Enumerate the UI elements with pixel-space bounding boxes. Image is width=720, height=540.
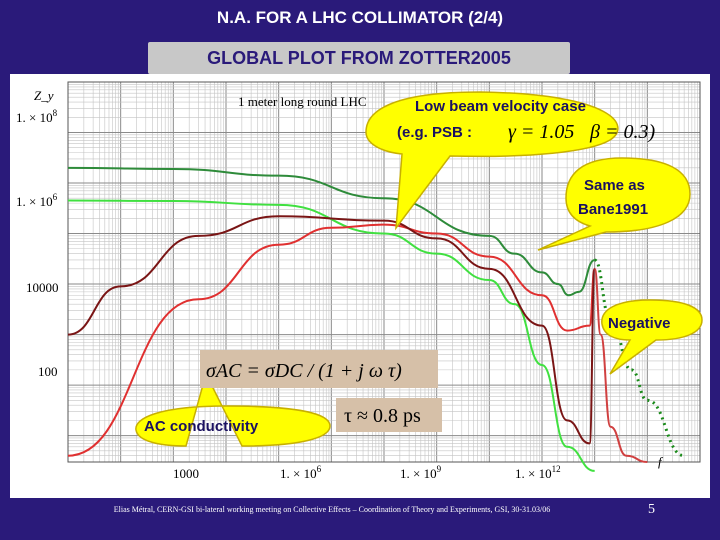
low-velocity-line2: (e.g. PSB : xyxy=(397,124,472,141)
y-axis-label: Z_y xyxy=(34,88,54,103)
series-line-5 xyxy=(593,267,648,463)
series-line-6 xyxy=(593,258,685,458)
y-tick-label-10000: 10000 xyxy=(26,280,59,295)
page-number: 5 xyxy=(648,502,655,517)
x-tick-label-1e9: 1. × 109 xyxy=(400,464,442,481)
beta-formula: β = 0.3) xyxy=(589,121,655,143)
sigma-formula-box: σAC = σDC / (1 + j ω τ) xyxy=(200,350,438,388)
x-tick-label-1000: 1000 xyxy=(173,466,199,481)
tau-formula: τ ≈ 0.8 ps xyxy=(344,405,421,427)
footer: Elias Métral, CERN-GSI bi-lateral workin… xyxy=(113,505,551,514)
negative-label: Negative xyxy=(608,315,671,332)
series-line-1 xyxy=(67,166,596,297)
plot-panel: 1. × 108 1. × 106 10000 100 1000 1. × 10… xyxy=(10,74,710,498)
negative-callout: Negative xyxy=(601,299,703,375)
low-velocity-line1: Low beam velocity case xyxy=(415,98,586,115)
impedance-chart: 1. × 108 1. × 106 10000 100 1000 1. × 10… xyxy=(16,81,703,481)
plot-frame xyxy=(67,81,701,463)
series-line-4 xyxy=(67,215,596,445)
bane-line2: Bane1991 xyxy=(578,201,648,218)
x-tick-label-1e6: 1. × 106 xyxy=(280,464,322,481)
ac-conductivity-label: AC conductivity xyxy=(144,418,259,435)
bane-callout: Same as Bane1991 xyxy=(537,157,691,251)
gamma-formula: γ = 1.05 xyxy=(508,121,574,143)
y-tick-label-1e8: 1. × 108 xyxy=(16,108,58,125)
sigma-formula: σAC = σDC / (1 + j ω τ) xyxy=(206,360,402,382)
slide-title: N.A. FOR A LHC COLLIMATOR (2/4) xyxy=(216,8,504,27)
x-axis-label: f xyxy=(658,454,664,469)
x-tick-label-1e12: 1. × 1012 xyxy=(515,464,561,481)
series-line-2 xyxy=(67,199,595,472)
low-velocity-callout: Low beam velocity case (e.g. PSB : γ = 1… xyxy=(365,91,655,231)
curve-layer xyxy=(67,166,685,472)
bane-line1: Same as xyxy=(584,177,645,194)
ac-conductivity-callout: AC conductivity xyxy=(135,371,331,447)
y-tick-label-100: 100 xyxy=(38,364,58,379)
subtitle-box: GLOBAL PLOT FROM ZOTTER2005 xyxy=(148,42,570,74)
tau-formula-box: τ ≈ 0.8 ps xyxy=(336,398,442,432)
y-tick-label-1e6: 1. × 106 xyxy=(16,192,58,209)
plot-caption: 1 meter long round LHC xyxy=(238,94,367,109)
